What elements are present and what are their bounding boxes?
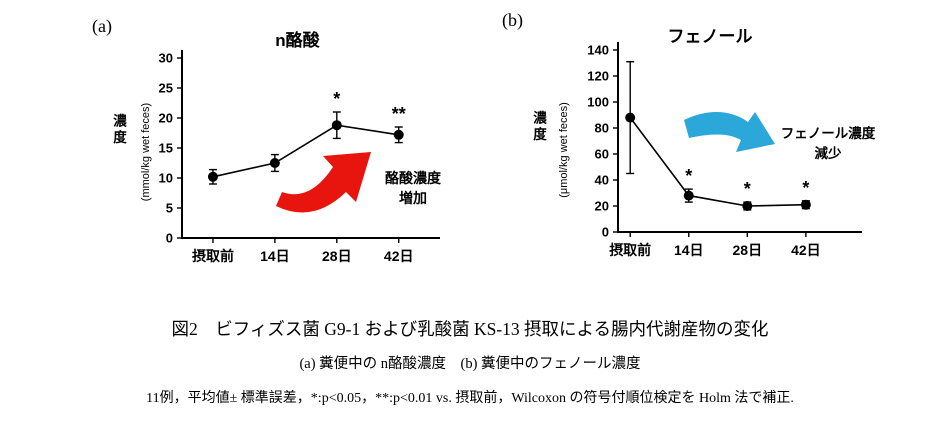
svg-text:25: 25 [159,81,173,96]
caption-subtitle: (a) 糞便中の n酪酸濃度 (b) 糞便中のフェノール濃度 [299,356,641,372]
chart-b-y-axis-unit: (μmol/kg wet feces) [558,102,570,198]
decrease-arrow-icon [684,111,775,152]
chart-a-title: n酪酸 [275,31,320,50]
svg-text:40: 40 [595,173,609,188]
chart-a-annotation: 酪酸濃度 増加 [358,168,468,209]
caption-title: 図2 ビフィズス菌 G9-1 および乳酸菌 KS-13 摂取による腸内代謝産物の… [171,319,769,339]
chart-a-annotation-line1: 酪酸濃度 [385,170,441,186]
chart-b-annotation-line1: フェノール濃度 [780,126,876,141]
svg-text:*: * [802,178,809,198]
increase-arrow-icon [276,152,371,213]
svg-text:120: 120 [587,69,609,84]
svg-text:14日: 14日 [674,242,704,258]
chart-b-annotation-line2: 減少 [814,145,842,161]
chart-a-annotation-line2: 増加 [399,190,427,207]
svg-text:5: 5 [166,201,173,216]
svg-text:80: 80 [595,121,609,136]
svg-text:100: 100 [587,95,609,110]
panel-b-label: (b) [502,10,523,30]
chart-b-annotation: フェノール濃度 減少 [770,124,886,163]
svg-text:*: * [685,166,692,186]
panel-a-label: (a) [92,16,112,36]
svg-text:30: 30 [159,51,173,66]
svg-text:摂取前: 摂取前 [609,242,651,258]
svg-text:*: * [333,89,340,109]
svg-text:15: 15 [159,141,173,156]
svg-text:42日: 42日 [791,242,821,258]
svg-text:42日: 42日 [384,248,414,264]
svg-text:28日: 28日 [733,242,763,258]
svg-text:摂取前: 摂取前 [192,248,234,264]
svg-text:60: 60 [595,147,609,162]
svg-text:0: 0 [166,231,173,246]
svg-text:10: 10 [159,171,173,186]
svg-text:20: 20 [595,199,609,214]
chart-a-y-axis-label: 濃度 [111,113,126,147]
svg-text:20: 20 [159,111,173,126]
svg-text:14日: 14日 [260,248,290,264]
svg-text:**: ** [392,104,406,124]
chart-b-title: フェノール [667,27,753,46]
caption-note: 11例，平均値± 標準誤差，*:p<0.05，**:p<0.01 vs. 摂取前… [146,391,794,406]
svg-text:28日: 28日 [322,248,352,264]
svg-text:0: 0 [602,225,609,240]
chart-b-plot: 0 20 40 60 80 100 120 140 摂取前 14日 28日 42日 * * * [587,42,862,258]
svg-text:*: * [744,179,751,199]
chart-b-y-axis-label: 濃度 [531,110,546,144]
svg-text:140: 140 [587,43,609,58]
